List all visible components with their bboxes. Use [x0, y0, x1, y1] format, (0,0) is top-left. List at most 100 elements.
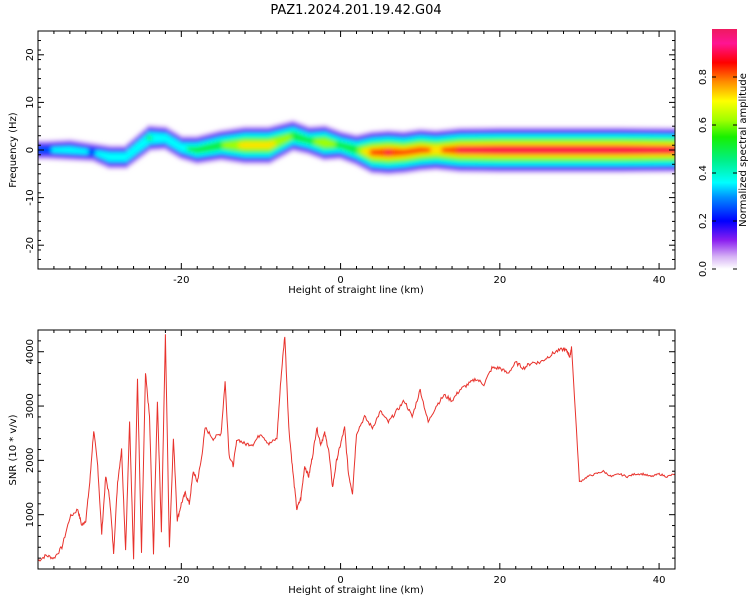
spectrogram-cell	[87, 147, 93, 157]
spectrogram-cell	[397, 148, 403, 156]
y-tick-label: 0	[25, 147, 36, 153]
spectrogram-cell	[604, 147, 610, 153]
spectrogram-cell	[405, 148, 411, 155]
spectrogram-cell	[230, 141, 236, 149]
spectrogram-cell	[214, 141, 220, 151]
spectrogram-cell	[381, 148, 387, 157]
x-tick-label: 0	[337, 275, 343, 286]
spectrogram-cell	[126, 149, 133, 159]
spectrogram-cell	[509, 147, 515, 153]
spectrogram-cell	[242, 142, 248, 149]
spectrogram-cell	[166, 135, 172, 146]
snr-y-label: SNR (10 * v/v)	[8, 414, 19, 485]
spectrogram-cell	[99, 151, 105, 159]
spectrogram-cell	[142, 135, 149, 147]
spectrogram-cell	[620, 147, 626, 153]
spectrogram-cell	[55, 147, 61, 153]
spectrogram-cell	[461, 147, 467, 153]
y-tick-label: 1000	[25, 502, 36, 527]
spectrogram-cell	[568, 147, 575, 153]
x-tick-label: 40	[653, 575, 666, 586]
spectrogram-cell	[421, 147, 427, 153]
spectrogram-cell	[437, 145, 443, 155]
spectrogram-cell	[525, 147, 531, 153]
spectrogram-cell	[664, 147, 670, 153]
spectrogram-cell	[330, 141, 336, 147]
y-tick-label: -10	[25, 189, 36, 205]
spectrogram-cell	[521, 147, 527, 153]
spectrogram-cell	[548, 147, 555, 153]
spectrogram-cell	[465, 147, 471, 153]
spectrogram-cell	[473, 147, 479, 153]
spectrogram-cell	[266, 142, 272, 149]
spectrogram-cell	[469, 147, 475, 153]
colorbar-tick-label: 0.2	[698, 213, 709, 229]
spectrogram-cell	[218, 140, 224, 150]
spectrogram-cell	[75, 147, 81, 154]
colorbar-tick-label: 0.0	[698, 261, 709, 277]
spectrogram-cell	[130, 145, 137, 156]
spectrogram-cell	[326, 140, 332, 147]
spectrogram-cell	[258, 142, 264, 149]
spectrogram-cell	[485, 147, 491, 153]
spectrogram-cell	[278, 136, 284, 145]
spectrogram-cell	[628, 147, 634, 153]
spectrogram-cell	[198, 145, 204, 153]
spectrogram-cell	[79, 148, 85, 154]
spectrogram-heatmap	[38, 120, 675, 175]
spectrogram-cell	[413, 147, 419, 154]
spectrogram-cell	[580, 147, 587, 153]
spectrogram-cell	[584, 147, 591, 153]
colorbar-tick-label: 0.8	[698, 69, 709, 85]
spectrogram-x-ticks: -20 0 20 40	[37, 31, 676, 286]
spectrogram-cell	[533, 147, 539, 153]
spectrogram-cell	[262, 142, 268, 149]
spectrogram-cell	[95, 150, 101, 157]
spectrogram-cell	[648, 147, 654, 153]
y-tick-label: 3000	[25, 393, 36, 418]
spectrogram-cell	[441, 147, 447, 153]
spectrogram-y-label: Frequency (Hz)	[8, 112, 19, 188]
spectrogram-cell	[306, 136, 312, 145]
spectrogram-cell	[286, 134, 292, 140]
spectrogram-cell	[560, 147, 567, 153]
x-tick-label: -20	[173, 275, 189, 286]
spectrogram-cell	[234, 140, 240, 150]
x-tick-label: 0	[337, 575, 343, 586]
spectrogram-cell	[636, 147, 642, 153]
spectrogram-cell	[170, 138, 176, 148]
y-tick-label: 20	[25, 48, 36, 61]
spectrogram-cell	[541, 147, 547, 153]
colorbar-ticks: 0.0 0.2 0.4 0.6 0.8	[698, 69, 737, 277]
spectrogram-cell	[182, 143, 188, 154]
spectrogram-cell	[150, 132, 157, 144]
snr-y-ticks: 1000 2000 3000 4000	[25, 329, 675, 559]
spectrogram-cells	[38, 120, 675, 175]
y-tick-label: 4000	[25, 339, 36, 364]
spectrogram-cell	[353, 145, 360, 155]
x-tick-label: 20	[493, 275, 506, 286]
spectrogram-cell	[449, 146, 455, 154]
colorbar-tick-label: 0.6	[698, 117, 709, 133]
x-tick-label: 40	[653, 275, 666, 286]
spectrogram-cell	[254, 142, 260, 149]
spectrogram-panel: -20 0 20 40 -20 -10 0 10 20 Height of straight …	[8, 30, 676, 296]
spectrogram-cell	[226, 142, 232, 149]
y-tick-label: 10	[25, 96, 36, 109]
spectrogram-cell	[134, 142, 141, 153]
spectrogram-cell	[194, 146, 200, 154]
spectrogram-cell	[174, 140, 180, 150]
spectrogram-cell	[393, 148, 399, 157]
spectrogram-cell	[162, 133, 168, 143]
spectrogram-cell	[385, 150, 391, 155]
spectrogram-cell	[457, 147, 463, 153]
spectrogram-cell	[377, 148, 383, 157]
spectrogram-cell	[644, 147, 650, 153]
spectrogram-cell	[600, 147, 606, 153]
spectrogram-cell	[660, 147, 666, 153]
figure-title: PAZ1.2024.201.19.42.G04	[270, 3, 441, 18]
spectrogram-cell	[115, 152, 121, 162]
spectrogram-cell	[63, 146, 69, 154]
spectrogram-cell	[517, 147, 523, 153]
spectrogram-cell	[576, 147, 583, 153]
